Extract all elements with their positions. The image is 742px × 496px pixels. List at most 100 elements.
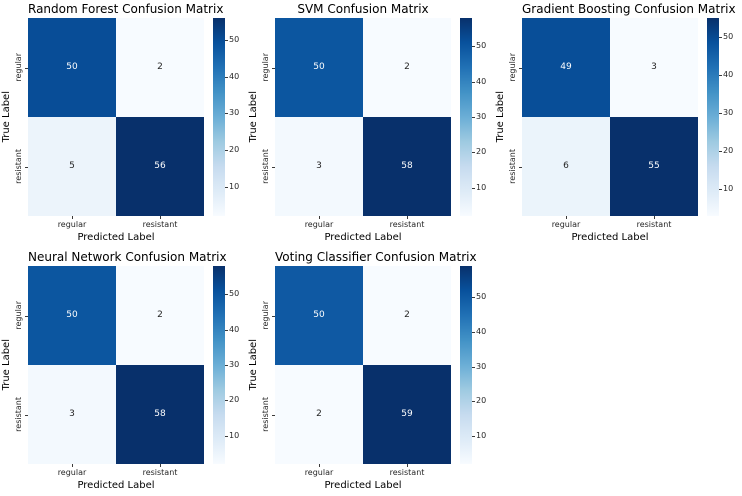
x-tick-mark [319, 464, 320, 467]
y-tick-mark [272, 315, 275, 317]
y-tick-mark [519, 67, 522, 69]
colorbar-tick-mark [225, 294, 228, 296]
y-tick-label: resistant [13, 117, 24, 216]
colorbar-tick-mark [225, 76, 228, 78]
colorbar-tick-label: 50 [229, 289, 240, 299]
x-tick-mark [319, 216, 320, 219]
y-axis-label: True Label [247, 266, 259, 464]
colorbar-tick-mark [472, 187, 475, 189]
cell-value: 3 [69, 409, 75, 419]
x-axis-label: Predicted Label [571, 232, 649, 243]
colorbar-tick-mark [472, 401, 475, 403]
colorbar-tick-label: 50 [723, 32, 734, 42]
colorbar [460, 266, 472, 464]
heatmap: 50 2 3 58 [275, 18, 451, 216]
heatmap-cell: 49 [522, 18, 610, 117]
colorbar-tick-mark [225, 329, 228, 331]
cell-value: 6 [563, 161, 569, 171]
y-tick-mark [272, 414, 275, 416]
colorbar-tick-label: 40 [476, 327, 487, 336]
x-tick-label: resistant [142, 468, 178, 477]
heatmap-cell: 50 [28, 18, 116, 117]
x-tick-mark [407, 216, 408, 219]
x-axis-label: Predicted Label [324, 480, 402, 491]
confusion-matrix-subplot: Voting Classifier Confusion Matrix True … [247, 248, 494, 496]
confusion-matrix-subplot: SVM Confusion Matrix True Label 50 2 3 58 P… [247, 0, 494, 248]
heatmap-cell: 50 [275, 266, 363, 365]
heatmap: 50 2 3 58 [28, 266, 204, 464]
y-tick-mark [25, 414, 28, 416]
y-tick-mark [519, 166, 522, 168]
x-tick-label: resistant [389, 468, 425, 477]
colorbar-tick-mark [225, 435, 228, 437]
y-tick-label-text: regular [14, 53, 23, 82]
confusion-matrix-subplot: Gradient Boosting Confusion Matrix True … [494, 0, 741, 248]
chart-title: Random Forest Confusion Matrix [28, 2, 224, 16]
colorbar-tick-mark [472, 366, 475, 368]
cell-value: 56 [154, 161, 166, 171]
colorbar-tick-mark [225, 400, 228, 402]
y-tick-label: regular [260, 266, 271, 365]
x-tick-mark [654, 216, 655, 219]
y-tick-label: regular [260, 18, 271, 117]
cell-value: 2 [404, 310, 410, 320]
colorbar-tick-mark [472, 436, 475, 438]
cell-value: 50 [66, 62, 78, 72]
colorbar-tick-label: 30 [229, 108, 240, 118]
heatmap-cell: 2 [116, 18, 204, 117]
colorbar-tick-mark [225, 365, 228, 366]
y-axis-label: True Label [0, 266, 12, 464]
colorbar-tick-mark [225, 186, 228, 188]
x-tick-label: resistant [636, 220, 672, 229]
y-axis-label-text: True Label [494, 91, 506, 143]
colorbar-tick-label: 20 [476, 147, 487, 157]
y-tick-label-text: resistant [508, 149, 517, 184]
heatmap-cell: 56 [116, 117, 204, 216]
y-axis-label-text: True Label [0, 339, 12, 391]
heatmap-cell: 58 [116, 365, 204, 464]
y-tick-label-text: resistant [261, 149, 270, 184]
heatmap-cell: 3 [28, 365, 116, 464]
y-tick-label: resistant [260, 365, 271, 464]
cell-value: 2 [157, 62, 163, 72]
colorbar-tick-label: 30 [229, 360, 240, 369]
colorbar [707, 18, 719, 216]
y-tick-label: regular [13, 266, 24, 365]
confusion-matrix-subplot: Random Forest Confusion Matrix True Labe… [0, 0, 247, 248]
cell-value: 3 [651, 62, 657, 72]
colorbar-tick-label: 20 [723, 146, 734, 156]
cell-value: 50 [66, 310, 78, 320]
colorbar-tick-label: 40 [723, 70, 734, 80]
cell-value: 50 [313, 310, 325, 320]
cell-value: 50 [313, 62, 325, 72]
y-tick-label-text: resistant [14, 149, 23, 184]
heatmap-cell: 50 [28, 266, 116, 365]
y-tick-label-text: resistant [261, 397, 270, 432]
colorbar-tick-label: 30 [476, 112, 487, 121]
x-tick-label: regular [304, 220, 334, 229]
x-tick-label: resistant [389, 220, 425, 229]
cell-value: 2 [157, 310, 163, 320]
x-tick-mark [160, 216, 161, 219]
colorbar-tick-label: 50 [476, 292, 487, 302]
y-axis-label: True Label [0, 18, 12, 216]
y-tick-label: regular [507, 18, 518, 117]
x-axis-label: Predicted Label [324, 232, 402, 243]
heatmap-cell: 3 [275, 117, 363, 216]
y-tick-label-text: regular [261, 301, 270, 330]
y-axis-label: True Label [494, 18, 506, 216]
x-tick-label: regular [57, 220, 87, 229]
x-tick-mark [160, 464, 161, 467]
y-axis-label: True Label [247, 18, 259, 216]
heatmap-cell: 2 [363, 18, 451, 117]
colorbar-tick-mark [472, 332, 475, 333]
y-tick-label: resistant [13, 365, 24, 464]
y-tick-label: resistant [507, 117, 518, 216]
colorbar-tick-label: 40 [229, 71, 240, 81]
colorbar-tick-mark [719, 113, 722, 115]
cell-value: 2 [404, 62, 410, 72]
heatmap-cell: 2 [363, 266, 451, 365]
colorbar-tick-mark [719, 151, 722, 153]
heatmap-cell: 5 [28, 117, 116, 216]
colorbar-tick-label: 40 [476, 76, 487, 86]
